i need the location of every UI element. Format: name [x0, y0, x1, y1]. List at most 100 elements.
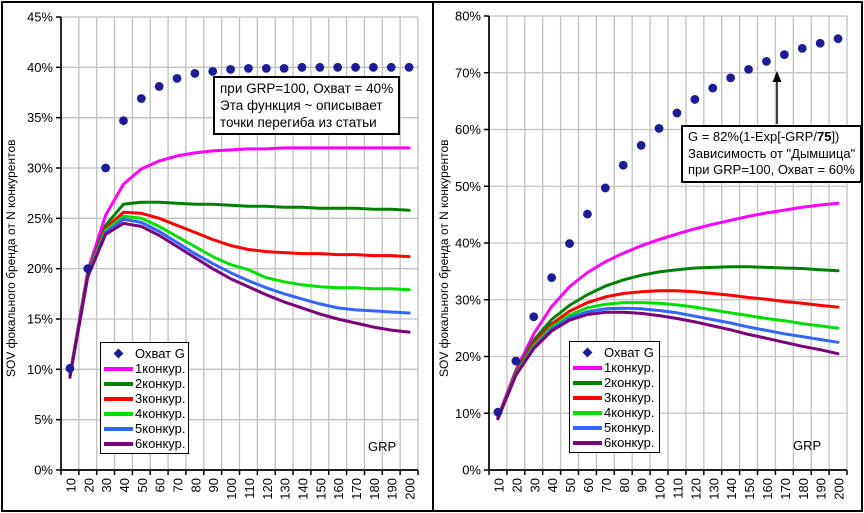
series-line-3конкур.[interactable] — [496, 289, 840, 420]
scatter-point[interactable] — [351, 62, 360, 72]
scatter-point[interactable] — [511, 356, 521, 366]
scatter-point[interactable] — [154, 82, 164, 91]
scatter-point[interactable] — [315, 62, 325, 72]
legend-item-6konkur[interactable]: 6конкур. — [570, 435, 659, 450]
scatter-point[interactable] — [208, 66, 218, 76]
legend-item-2konkur[interactable]: 2конкур. — [101, 376, 188, 391]
x-tick-label: 120 — [688, 478, 703, 500]
y-tick-label: 40% — [455, 236, 481, 251]
legend-item-1konkur[interactable]: 1конкур. — [570, 360, 659, 375]
line-marker-icon — [101, 396, 135, 401]
legend-item-ohvat[interactable]: Охват G — [101, 346, 188, 361]
scatter-point[interactable] — [744, 64, 753, 74]
series-line-5конкур.[interactable] — [496, 306, 840, 420]
scatter-point[interactable] — [493, 407, 503, 417]
legend-label: 4конкур. — [604, 405, 655, 420]
scatter-point[interactable] — [583, 209, 592, 219]
scatter-point[interactable] — [600, 183, 610, 193]
scatter-point[interactable] — [529, 312, 539, 322]
y-tick-label: 70% — [455, 65, 481, 80]
series-line-5конкур.[interactable] — [68, 217, 411, 379]
series-line-4конкур.[interactable] — [496, 301, 840, 420]
series-line-1конкур.[interactable] — [68, 146, 411, 377]
scatter-point[interactable] — [244, 63, 253, 73]
scatter-point[interactable] — [708, 83, 718, 93]
scatter-point[interactable] — [65, 363, 75, 373]
annotation-line: Зависимость от "Дымшица" — [688, 145, 856, 161]
scatter-point[interactable] — [636, 140, 646, 150]
annotation-right[interactable]: G = 82%(1-Exp[-GRP/75]) Зависимость от "… — [681, 125, 863, 183]
series-line-6конкур.[interactable] — [496, 310, 840, 421]
x-tick-label: 190 — [814, 478, 829, 500]
scatter-point[interactable] — [404, 62, 414, 72]
scatter-point[interactable] — [172, 74, 182, 83]
series-line-3конкур.[interactable] — [68, 210, 411, 378]
scatter-point[interactable] — [672, 108, 682, 118]
line-marker-icon — [570, 380, 604, 385]
legend-label: 2конкур. — [135, 376, 186, 391]
legend-item-ohvat[interactable]: Охват G — [570, 345, 659, 360]
scatter-point[interactable] — [333, 62, 343, 72]
legend-item-2konkur[interactable]: 2конкур. — [570, 375, 659, 390]
scatter-point[interactable] — [547, 273, 557, 283]
scatter-point[interactable] — [565, 239, 574, 248]
x-tick-label: 170 — [778, 478, 793, 500]
x-tick-label: 170 — [349, 478, 364, 500]
scatter-point[interactable] — [226, 64, 235, 74]
scatter-point[interactable] — [726, 73, 736, 83]
x-tick-label: 20 — [81, 478, 96, 492]
y-axis-title-left: SOV фокального бренда от N конкурентов — [4, 139, 18, 377]
legend-item-4konkur[interactable]: 4конкур. — [101, 406, 188, 421]
legend-label: 1конкур. — [135, 361, 186, 376]
legend-left[interactable]: Охват G 1конкур. 2конкур. 3конкур. 4конк… — [100, 342, 189, 454]
scatter-point[interactable] — [386, 62, 396, 72]
scatter-point[interactable] — [279, 63, 289, 73]
series-line-2конкур.[interactable] — [68, 200, 411, 377]
scatter-point[interactable] — [815, 38, 825, 48]
scatter-point[interactable] — [261, 63, 271, 73]
legend-label: 1конкур. — [604, 360, 655, 375]
x-tick-label: 180 — [367, 478, 382, 500]
scatter-point[interactable] — [690, 95, 700, 104]
annotation-left[interactable]: при GRP=100, Охват = 40% Эта функция ~ о… — [213, 76, 401, 135]
x-tick-label: 10 — [63, 478, 78, 492]
x-tick-label: 60 — [153, 478, 168, 492]
scatter-point[interactable] — [797, 43, 807, 53]
legend-item-4konkur[interactable]: 4конкур. — [570, 405, 659, 420]
legend-item-3konkur[interactable]: 3конкур. — [101, 391, 188, 406]
scatter-point[interactable] — [83, 264, 93, 274]
legend-item-5konkur[interactable]: 5конкур. — [570, 420, 659, 435]
legend-item-1konkur[interactable]: 1конкур. — [101, 361, 188, 376]
x-tick-label: 100 — [224, 478, 239, 500]
scatter-point[interactable] — [368, 62, 378, 72]
y-tick-label: 25% — [27, 211, 53, 226]
scatter-point[interactable] — [762, 57, 771, 66]
scatter-point[interactable] — [618, 160, 628, 170]
scatter-point[interactable] — [136, 94, 146, 103]
x-tick-label: 140 — [295, 478, 310, 500]
x-tick-label: 70 — [599, 478, 614, 492]
scatter-point[interactable] — [101, 163, 111, 173]
y-tick-label: 50% — [455, 179, 481, 194]
series-line-2конкур.[interactable] — [496, 265, 840, 420]
legend-item-5konkur[interactable]: 5конкур. — [101, 421, 188, 436]
series-line-1конкур.[interactable] — [496, 201, 840, 419]
x-tick-label: 110 — [670, 478, 685, 499]
legend-item-6konkur[interactable]: 6конкур. — [101, 436, 188, 451]
scatter-point[interactable] — [833, 34, 843, 44]
legend-item-3konkur[interactable]: 3конкур. — [570, 390, 659, 405]
series-line-6конкур.[interactable] — [68, 221, 411, 379]
panel-divider — [432, 1, 434, 512]
series-line-4конкур.[interactable] — [68, 214, 411, 378]
legend-right[interactable]: Охват G 1конкур. 2конкур. 3конкур. 4конк… — [569, 341, 660, 453]
line-marker-icon — [570, 395, 604, 400]
scatter-point[interactable] — [654, 123, 664, 133]
scatter-point[interactable] — [779, 50, 789, 59]
x-tick-label: 50 — [135, 478, 150, 492]
y-tick-label: 30% — [455, 292, 481, 307]
scatter-point[interactable] — [119, 116, 128, 126]
scatter-point[interactable] — [297, 62, 307, 72]
scatter-point[interactable] — [190, 68, 200, 78]
annotation-arrow-head — [772, 71, 782, 82]
x-tick-label: 30 — [99, 478, 114, 492]
